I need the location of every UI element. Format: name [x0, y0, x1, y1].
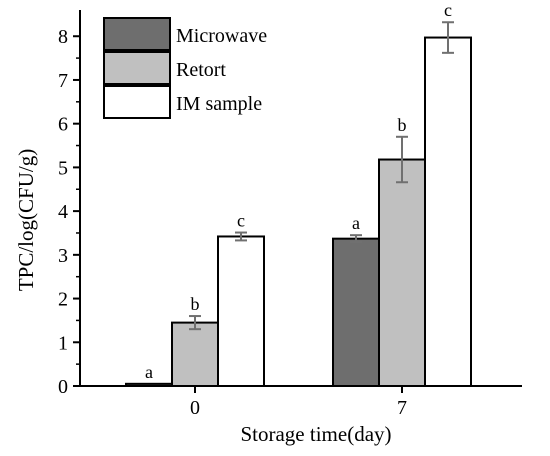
- y-tick-label: 6: [58, 114, 68, 136]
- y-tick-label: 1: [58, 332, 68, 354]
- legend-swatch-retort: [103, 51, 171, 85]
- significance-label: b: [398, 115, 407, 135]
- x-tick-label: 0: [190, 397, 200, 419]
- x-axis-label: Storage time(day): [240, 422, 391, 446]
- significance-label: c: [237, 211, 245, 231]
- legend-label: IM sample: [176, 93, 262, 115]
- significance-label: b: [191, 294, 200, 314]
- y-tick-label: 2: [58, 289, 68, 311]
- legend-swatch-microwave: [103, 17, 171, 51]
- bar-retort-day-0: [171, 321, 219, 387]
- significance-label: c: [444, 0, 452, 20]
- y-tick-label: 7: [58, 70, 68, 92]
- y-tick-label: 8: [58, 26, 68, 48]
- y-axis-label: TPC/log(CFU/g): [14, 149, 38, 291]
- significance-label: a: [352, 213, 360, 233]
- y-tick-label: 3: [58, 245, 68, 267]
- bars-layer: [125, 36, 472, 388]
- bar-im-sample-day-7: [424, 36, 472, 387]
- x-tick-label: 7: [397, 397, 407, 419]
- bar-microwave-day-7: [332, 237, 380, 387]
- bar-im-sample-day-0: [217, 235, 265, 387]
- y-tick-label: 5: [58, 157, 68, 179]
- significance-label: a: [145, 362, 153, 382]
- legend-label: Microwave: [176, 25, 267, 47]
- legend-swatch-im-sample: [103, 85, 171, 119]
- legend-label: Retort: [176, 59, 226, 81]
- y-tick-label: 4: [58, 201, 68, 223]
- significance-labels-layer: a b c a b c: [145, 0, 452, 382]
- axes-layer: 0 1 2 3 4 5 6 7 8 0 7: [58, 10, 522, 419]
- y-tick-label: 0: [58, 376, 68, 398]
- error-bars-layer: [189, 21, 454, 331]
- bar-retort-day-7: [378, 158, 426, 387]
- legend: Microwave Retort IM sample: [103, 17, 267, 119]
